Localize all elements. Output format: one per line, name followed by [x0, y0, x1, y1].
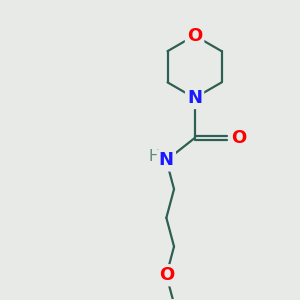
- Text: H: H: [148, 149, 160, 164]
- Text: N: N: [159, 152, 174, 169]
- Text: N: N: [187, 89, 202, 107]
- Text: O: O: [159, 266, 174, 284]
- Text: O: O: [187, 27, 202, 45]
- Text: O: O: [231, 129, 246, 147]
